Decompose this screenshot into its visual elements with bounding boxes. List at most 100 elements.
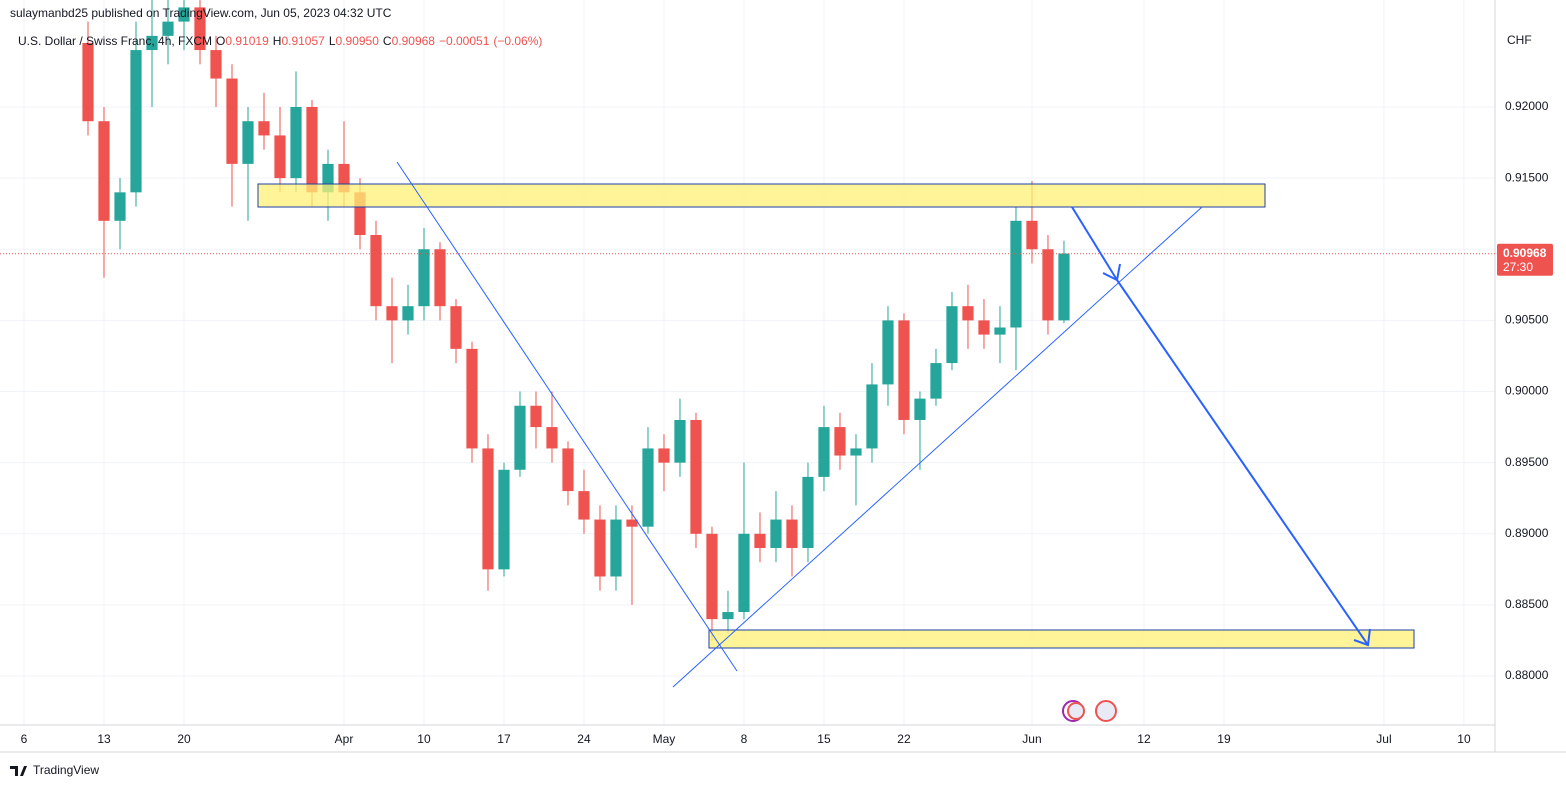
candle-body [674,419,686,463]
y-tick-label: 0.90500 [1505,313,1549,327]
last-price-box [1497,243,1553,276]
candle-body [338,163,350,193]
uptrend-line [672,206,1203,688]
candle-body [978,320,990,335]
y-tick-label: 0.92000 [1505,99,1549,113]
candle-body [626,519,638,527]
event-icon[interactable] [1067,702,1085,720]
candle-body [914,398,926,420]
change-percent: (−0.06%) [493,34,542,48]
y-tick-label: 0.88500 [1505,597,1549,611]
last-price-label: 0.90968 [1503,246,1547,260]
downtrend-line [396,161,738,672]
candle-body [1058,253,1070,321]
candle-body [1042,249,1054,321]
candle-body [418,249,430,307]
candle-body [962,306,974,321]
x-tick-label: 19 [1217,732,1231,746]
candle-body [770,519,782,549]
candle-body [610,519,622,577]
candle-body [994,327,1006,335]
ohlc-value: 0.90968 [392,34,436,48]
symbol-name: U.S. Dollar / Swiss Franc, 4h, FXCM [18,34,212,48]
x-tick-label: Jul [1376,732,1391,746]
candle-body [354,192,366,236]
candle-body [706,533,718,620]
candle-body [402,306,414,321]
candle-body [562,448,574,492]
candle-body [850,448,862,456]
publisher-info: sulaymanbd25 published on TradingView.co… [10,6,392,20]
candle-body [1026,220,1038,250]
candle-body [130,50,142,193]
candle-body [194,7,206,51]
x-tick-label: May [653,732,676,746]
candle-body [834,427,846,456]
arrow [1116,279,1369,646]
x-tick-label: 20 [177,732,191,746]
candle-body [322,163,334,193]
candle-body [162,21,174,36]
x-tick-label: 10 [1457,732,1471,746]
candle-body [898,320,910,420]
candle-body [146,35,158,51]
x-tick-label: Apr [335,732,354,746]
arrow [1071,206,1118,281]
candle-body [514,405,526,470]
candle-body [642,448,654,527]
ohlc-prefix: O [216,34,225,48]
y-tick-label: 0.89500 [1505,455,1549,469]
drawings [257,161,1415,688]
candle-body [690,419,702,534]
target-zone [708,629,1415,649]
ohlc-prefix: L [329,34,336,48]
candle-body [482,448,494,570]
x-tick-label: 17 [497,732,511,746]
candle-body [754,533,766,549]
candle-body [98,121,110,221]
candle-body [466,348,478,449]
candle-body [738,533,750,613]
x-tick-label: 24 [577,732,591,746]
x-tick-label: 15 [817,732,831,746]
currency-label: CHF [1507,33,1532,47]
y-tick-label: 0.89000 [1505,526,1549,540]
ohlc-legend: U.S. Dollar / Swiss Franc, 4h, FXCM O0.91… [18,34,542,48]
candle-body [434,249,446,307]
candle-body [594,519,606,577]
y-tick-label: 0.88000 [1505,668,1549,682]
candle-body [178,7,190,22]
candle-body [578,491,590,520]
ohlc-value: 0.90950 [336,34,380,48]
candle-body [258,121,270,136]
x-tick-label: 6 [21,732,28,746]
candle-body [386,306,398,321]
resistance-zone [257,183,1266,208]
candle-body [882,320,894,385]
candle-body [546,427,558,449]
branding: TradingView [10,763,99,777]
arrowhead [1353,628,1371,647]
countdown-label: 27:30 [1503,260,1533,274]
event-icon[interactable] [1095,700,1117,722]
ohlc-value: 0.91019 [225,34,269,48]
change-value: −0.00051 [439,34,490,48]
x-tick-label: 13 [97,732,111,746]
x-tick-label: 12 [1137,732,1151,746]
candle-body [818,427,830,477]
candle-body [82,42,94,122]
x-tick-label: 22 [897,732,911,746]
logo [10,766,27,776]
candle-body [802,476,814,549]
candle-body [930,363,942,399]
ohlc-value: 0.91057 [281,34,325,48]
candle-body [226,78,238,164]
candle-body [786,519,798,549]
brand-name: TradingView [33,763,99,777]
candle-body [450,306,462,349]
candle-body [114,192,126,221]
candle-body [370,235,382,307]
candle-body [242,121,254,164]
x-tick-label: 10 [417,732,431,746]
